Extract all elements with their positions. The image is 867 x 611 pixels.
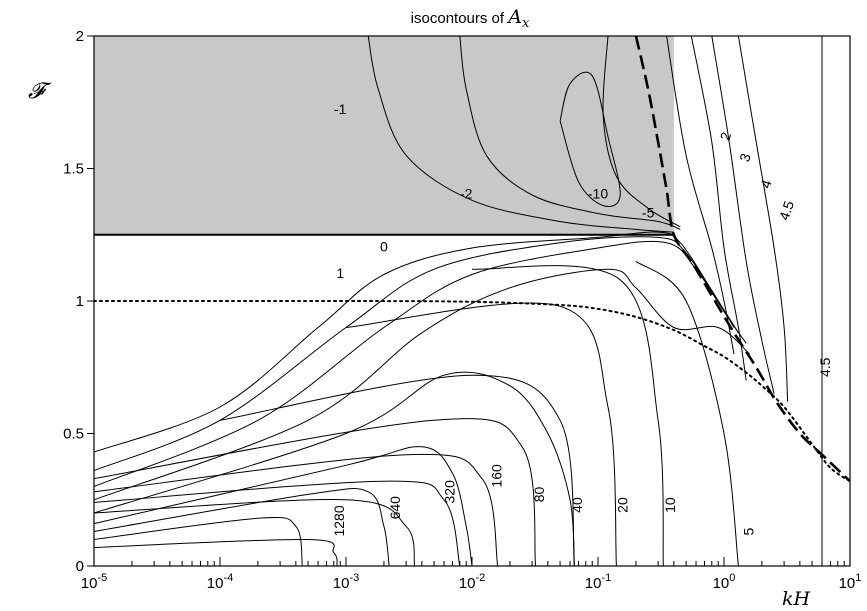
- y-tick-label: 1: [76, 293, 84, 310]
- x-tick-labels: 10-5 10-4 10-3 10-2 10-1 100 101: [81, 572, 862, 592]
- contour-line: [93, 236, 739, 472]
- contour-line: [93, 240, 747, 487]
- x-tick-label: 10-5: [81, 572, 107, 592]
- x-tick-label: 10-3: [333, 572, 359, 592]
- contour-label: 640: [387, 496, 403, 520]
- axis-ticks: [87, 35, 851, 567]
- contour-label: 160: [488, 464, 504, 488]
- contour-line: [93, 516, 303, 567]
- dotted-curve: [93, 299, 851, 483]
- shaded-region: [94, 36, 674, 235]
- contour-line: [559, 71, 621, 207]
- x-axis-label: kH: [782, 588, 811, 610]
- chart-title-symbol-sub: x: [522, 16, 530, 31]
- contour-line: [367, 35, 674, 233]
- contour-line: [93, 480, 461, 567]
- contour-line: [93, 446, 473, 567]
- contour-line: [93, 538, 338, 567]
- contour-label: 320: [442, 480, 458, 504]
- x-tick-label: 100: [713, 572, 736, 592]
- contour-label: 3: [736, 151, 754, 164]
- y-tick-labels: 0 0.5 1 1.5 2: [63, 28, 84, 575]
- contour-line: [602, 35, 681, 228]
- chart-title-symbol: A: [506, 6, 522, 28]
- y-tick-label: 2: [76, 28, 84, 45]
- contour-line: [345, 302, 617, 567]
- chart-title-text: isocontours of: [411, 10, 509, 27]
- contour-label: 4.5: [776, 199, 797, 223]
- contour-line: [737, 35, 789, 402]
- y-tick-label: 0.5: [63, 426, 84, 443]
- contour-label: -2: [460, 186, 473, 202]
- contour-label: 20: [614, 497, 630, 513]
- contour-label: 4: [757, 178, 775, 191]
- contour-line: [219, 374, 575, 567]
- contour-label: 5: [740, 527, 756, 535]
- contour-line: [666, 35, 735, 355]
- x-tick-label: 10-4: [207, 572, 233, 592]
- contour-label: 40: [569, 497, 585, 513]
- dashed-curve: [634, 35, 851, 483]
- x-tick-label: 10-2: [459, 572, 485, 592]
- chart-title: isocontours of Ax: [411, 6, 530, 31]
- contour-label: -1: [334, 101, 347, 117]
- contour-line: [93, 268, 751, 501]
- contour-label: 1: [336, 265, 344, 281]
- contour-lines: [93, 35, 823, 567]
- contour-label: 10: [662, 497, 678, 513]
- contour-label: 80: [531, 486, 547, 502]
- contour-line: [711, 35, 775, 394]
- y-tick-label: 0: [76, 558, 84, 575]
- contour-line: [690, 35, 747, 381]
- contour-line: [459, 35, 681, 230]
- contour-line: [93, 488, 390, 567]
- contour-label: -10: [588, 186, 608, 202]
- contour-line: [93, 371, 575, 567]
- contour-line: [471, 265, 664, 567]
- contour-line: [635, 260, 739, 567]
- contour-label: 4.5: [817, 357, 833, 377]
- x-tick-label: 101: [839, 572, 862, 592]
- contour-line: [93, 453, 499, 567]
- contour-label: 2: [717, 130, 735, 143]
- contour-label: 0: [380, 239, 388, 255]
- x-tick-label: 10-1: [585, 572, 611, 592]
- y-axis-label: 𝓕: [28, 79, 52, 104]
- contour-line: [93, 499, 416, 567]
- y-tick-label: 1.5: [63, 161, 84, 178]
- contour-line: [93, 418, 537, 567]
- contour-line: [93, 231, 735, 453]
- contour-label: -5: [642, 204, 655, 220]
- contour-label: 1280: [331, 505, 347, 536]
